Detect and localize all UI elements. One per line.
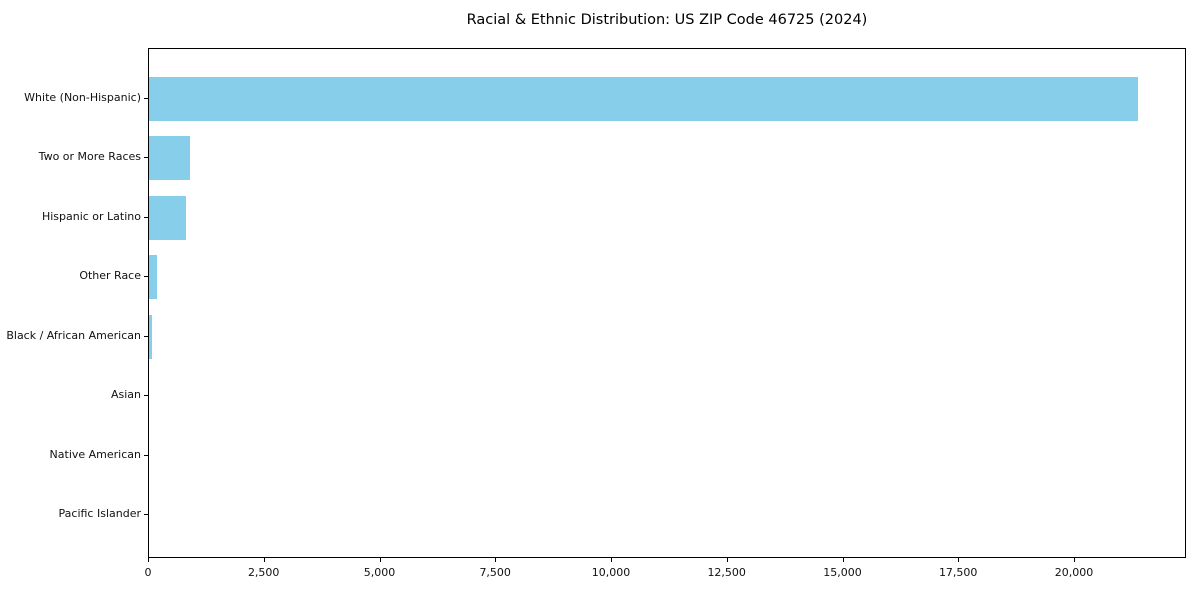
y-tick-label-7: Pacific Islander [58,507,141,520]
chart-title: Racial & Ethnic Distribution: US ZIP Cod… [466,12,868,28]
y-tick-label-5: Asian [110,388,141,401]
y-tick-mark-1 [144,157,148,158]
y-tick-mark-3 [144,276,148,277]
bar-1 [149,136,190,180]
plot-area [148,48,1186,558]
x-tick-mark-8 [1074,558,1075,562]
x-tick-label-4: 10,000 [591,566,631,579]
x-tick-label-7: 17,500 [938,566,978,579]
y-tick-mark-6 [144,454,148,456]
y-tick-mark-0 [144,97,148,99]
x-tick-label-0: 0 [144,566,152,579]
y-tick-label-1: Two or More Races [38,150,141,163]
x-tick-mark-2 [379,558,381,562]
bar-2 [149,195,186,240]
x-tick-label-8: 20,000 [1054,566,1094,579]
y-tick-label-6: Native American [49,447,141,461]
bar-4 [149,314,152,359]
bar-3 [149,255,157,299]
x-tick-label-1: 2,500 [247,566,280,579]
y-tick-mark-2 [144,216,148,218]
x-tick-mark-4 [611,558,612,562]
x-tick-mark-6 [842,558,844,562]
y-tick-mark-4 [144,335,148,337]
y-tick-mark-7 [144,514,148,515]
x-tick-mark-5 [726,558,728,562]
y-tick-label-0: White (Non-Hispanic) [24,90,141,104]
y-tick-label-2: Hispanic or Latino [41,209,141,223]
x-tick-label-2: 5,000 [363,566,396,579]
x-tick-mark-7 [958,558,960,562]
y-tick-mark-5 [144,395,148,396]
x-tick-label-5: 12,500 [707,566,746,579]
x-tick-mark-3 [495,558,497,562]
x-tick-label-6: 15,000 [823,566,862,579]
bar-0 [149,76,1138,121]
x-tick-mark-0 [148,558,149,562]
x-tick-label-3: 7,500 [479,566,511,579]
y-tick-label-4: Black / African American [6,328,141,342]
y-tick-label-3: Other Race [79,269,141,282]
x-tick-mark-1 [263,558,265,562]
